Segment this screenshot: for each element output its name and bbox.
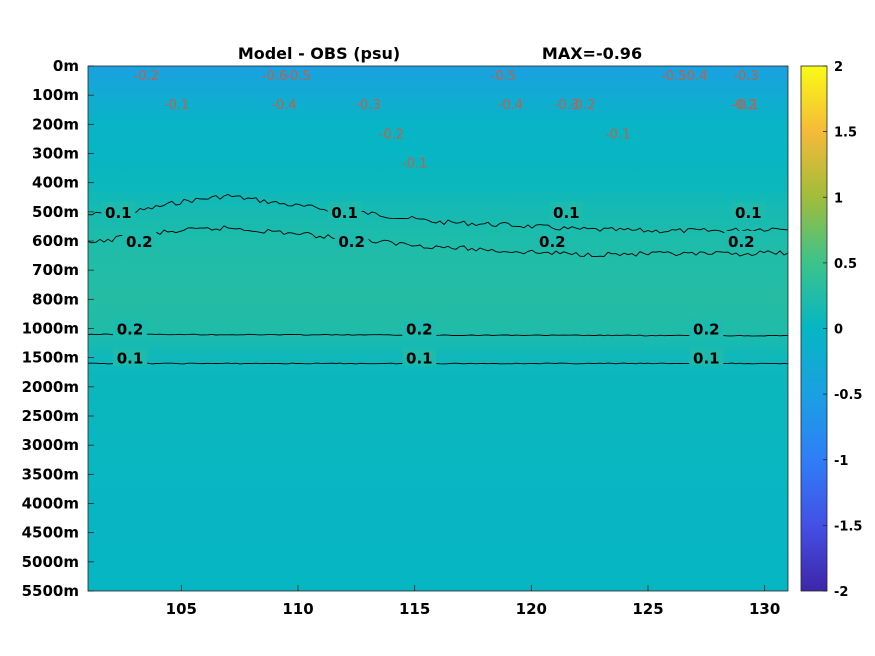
- x-tick-label: 125: [632, 600, 663, 618]
- y-tick-label: 100m: [32, 86, 79, 104]
- contour-label: 0.2: [539, 233, 566, 251]
- colorbar-tick-label: 0.5: [834, 257, 857, 272]
- y-tick-label: 3500m: [22, 465, 79, 483]
- contour-label-bg: [101, 201, 136, 220]
- negative-contour-label: -0.5: [491, 69, 516, 84]
- contour-label-bg: [334, 231, 369, 249]
- contour-line: [88, 225, 788, 258]
- colorbar-tick-label: 0: [834, 323, 843, 338]
- x-tick-label: 115: [399, 600, 430, 618]
- contour-label: 0.2: [693, 321, 720, 339]
- negative-contour-label: -0.5: [285, 69, 310, 84]
- negative-contour-label: -0.1: [164, 98, 189, 113]
- contour-label-bg: [535, 231, 570, 249]
- contour-label-bg: [689, 318, 724, 337]
- y-tick-label: 5500m: [22, 582, 79, 600]
- contour-line: [88, 362, 788, 365]
- contour-label-bg: [724, 231, 759, 249]
- y-tick-label: 700m: [32, 261, 79, 279]
- contour-label-bg: [549, 201, 584, 220]
- y-tick-label: 4500m: [22, 524, 79, 542]
- chart-subtitle: MAX=-0.96: [542, 44, 642, 63]
- contour-label: 0.1: [105, 204, 132, 222]
- x-tick-label: 105: [166, 600, 197, 618]
- contour-label: 0.2: [126, 233, 153, 251]
- contour-lines: [88, 194, 788, 365]
- y-tick-label: 4000m: [22, 495, 79, 513]
- colorbar-tick-label: -1: [834, 454, 848, 469]
- x-tick-label: 110: [282, 600, 313, 618]
- colorbar-ticks: 2 1.5 1 0.5 0 -0.5 -1 -1.5 -2: [823, 60, 862, 600]
- y-axis: 0m 100m 200m 300m 400m 500m 600m 700m 800m 1000m 1…: [22, 57, 94, 600]
- y-tick-label: 500m: [32, 203, 79, 221]
- y-tick-label: 800m: [32, 290, 79, 308]
- contour-label-bg: [731, 201, 766, 220]
- colorbar: [800, 65, 828, 592]
- colorbar-tick-label: -1.5: [834, 519, 862, 534]
- contour-label-bg: [402, 347, 437, 366]
- negative-contour-label: -0.6: [262, 69, 287, 84]
- contour-label: 0.1: [117, 350, 144, 368]
- y-tick-label: 5000m: [22, 553, 79, 571]
- negative-contour-label: -0.3: [733, 69, 758, 84]
- y-tick-label: 0m: [53, 57, 79, 75]
- contour-label: 0.1: [735, 204, 762, 222]
- contour-label-bg: [113, 347, 147, 366]
- y-tick-label: 300m: [32, 145, 79, 163]
- negative-contour-labels: -0.2-0.1-0.6-0.5-0.4 -0.3-0.2-0.1-0.5-0.4…: [134, 69, 759, 172]
- colorbar-tick-label: 1: [834, 191, 843, 206]
- negative-contour-label: -0.2: [570, 98, 595, 113]
- negative-contour-label: -0.3: [355, 98, 380, 113]
- contour-label-bg: [402, 318, 437, 337]
- contour-line: [88, 194, 788, 234]
- colorbar-tick-label: -2: [834, 585, 848, 600]
- y-tick-label: 2500m: [22, 407, 79, 425]
- contour-label: 0.2: [728, 233, 755, 251]
- negative-contour-label: -0.5: [661, 69, 686, 84]
- positive-contour-labels: 0.1 0.1 0.1 0.1 0.2 0.2 0.2 0.2 0.2 0.2 0.2 0.1 0.1 0…: [101, 201, 766, 368]
- contour-label-bg: [113, 318, 147, 337]
- negative-contour-label: -0.2: [731, 98, 756, 113]
- contour-label-bg: [327, 201, 362, 220]
- y-tick-label: 1000m: [22, 320, 79, 338]
- y-tick-label: 1500m: [22, 349, 79, 367]
- contour-label-bg: [689, 347, 724, 366]
- y-tick-label: 3000m: [22, 436, 79, 454]
- plot-area: -0.2-0.1-0.6-0.5-0.4 -0.3-0.2-0.1-0.5-0.4…: [88, 66, 788, 591]
- negative-contour-label: -0.1: [733, 98, 758, 113]
- negative-contour-label: -0.1: [605, 127, 630, 142]
- negative-contour-label: -0.2: [379, 127, 404, 142]
- contour-label: 0.1: [553, 204, 580, 222]
- x-tick-label: 130: [749, 600, 780, 618]
- x-axis: 105 110 115 120 125 130: [166, 585, 780, 618]
- negative-contour-label: -0.4: [271, 98, 296, 113]
- contour-label: 0.2: [406, 321, 433, 339]
- contour-line: [88, 333, 788, 337]
- colorbar-tick-label: 1.5: [834, 126, 857, 141]
- x-tick-label: 120: [516, 600, 547, 618]
- negative-contour-label: -0.1: [402, 157, 427, 172]
- negative-contour-label: -0.3: [554, 98, 579, 113]
- contour-label-bg: [122, 231, 157, 249]
- y-tick-label: 600m: [32, 232, 79, 250]
- contour-label: 0.2: [338, 233, 365, 251]
- colorbar-tick-label: 2: [834, 60, 843, 75]
- heatmap-field: [88, 66, 788, 591]
- colorbar-tick-label: -0.5: [834, 388, 862, 403]
- chart-title: Model - OBS (psu): [238, 44, 400, 63]
- y-tick-label: 2000m: [22, 378, 79, 396]
- y-tick-label: 200m: [32, 115, 79, 133]
- negative-contour-label: -0.4: [498, 98, 523, 113]
- negative-contour-label: -0.4: [682, 69, 707, 84]
- negative-contour-label: -0.2: [134, 69, 159, 84]
- contour-label: 0.1: [406, 350, 433, 368]
- contour-label: 0.1: [331, 204, 358, 222]
- contour-label: 0.1: [693, 350, 720, 368]
- y-tick-label: 400m: [32, 174, 79, 192]
- contour-label: 0.2: [117, 321, 144, 339]
